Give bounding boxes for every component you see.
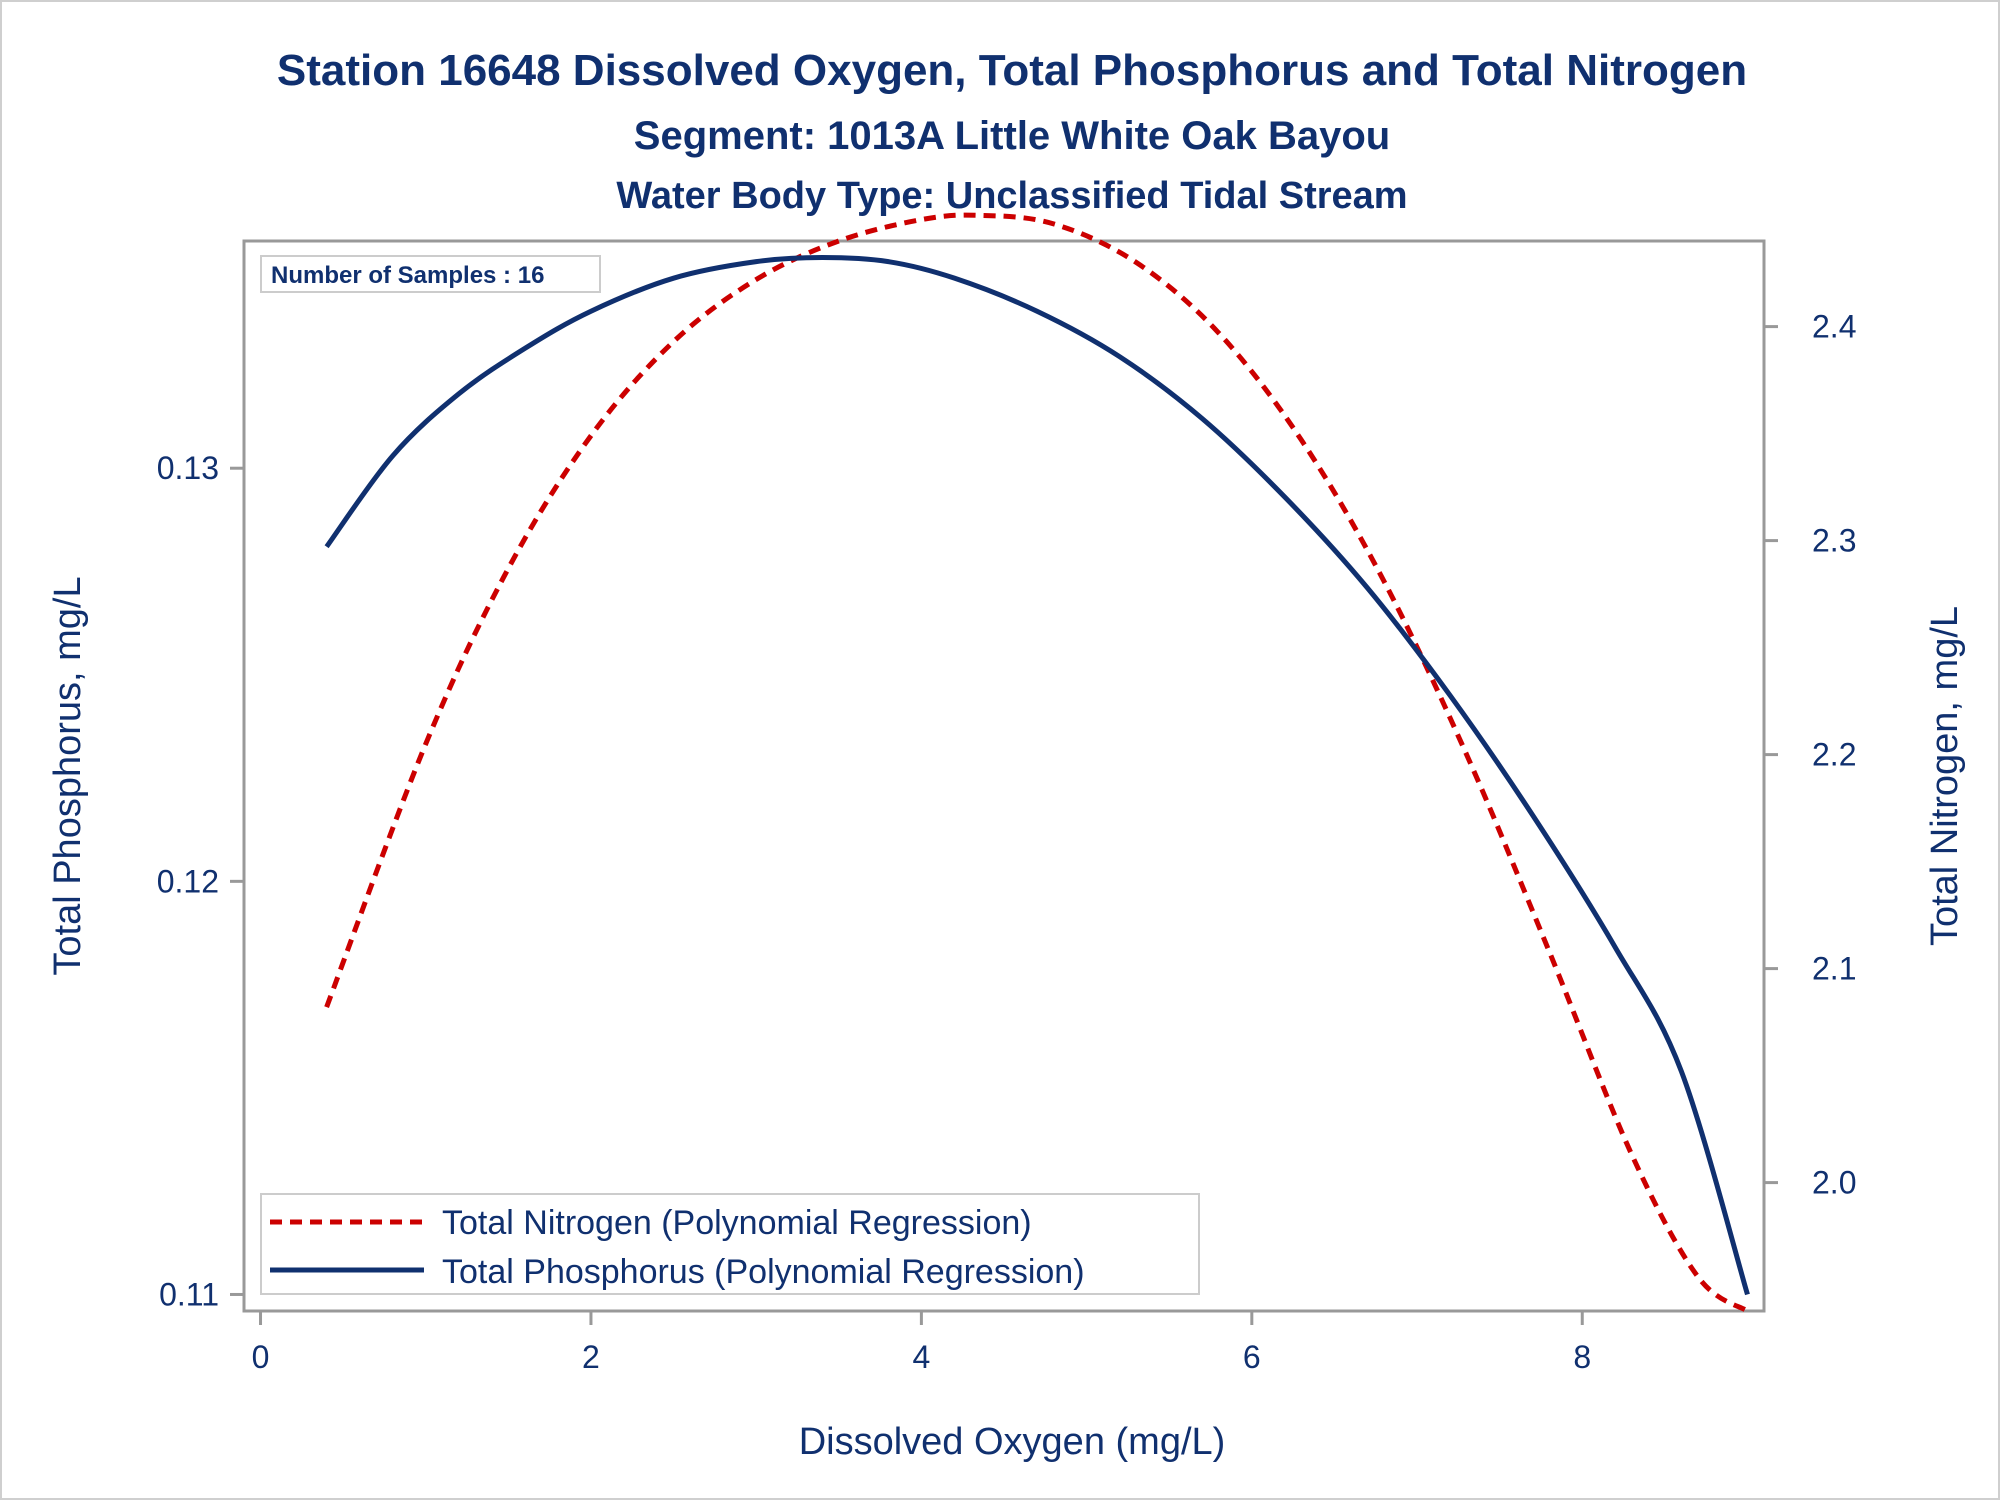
y-axis-right-label: Total Nitrogen, mg/L	[1924, 606, 1966, 946]
x-tick-label: 0	[252, 1339, 270, 1375]
legend-box	[260, 1193, 1200, 1295]
inset-box	[260, 255, 601, 293]
x-tick-label: 8	[1573, 1339, 1591, 1375]
series-line-phosphorus	[324, 255, 1750, 1296]
chart-title: Station 16648 Dissolved Oxygen, Total Ph…	[277, 46, 1747, 95]
chart-subtitle-waterbody: Water Body Type: Unclassified Tidal Stre…	[616, 175, 1407, 217]
y-left-tick-label: 0.12	[157, 863, 219, 899]
y-right-tick-label: 2.4	[1812, 309, 1856, 345]
chart-subtitle-segment: Segment: 1013A Little White Oak Bayou	[634, 114, 1390, 158]
axis-ticks: 0 2 4 6 8 0.11 0.12 0.13 2.0 2.1 2.2 2.3 2.4	[157, 309, 1857, 1375]
y-right-tick-label: 2.2	[1812, 737, 1856, 773]
series-line-nitrogen	[324, 212, 1749, 1314]
sample-count-text: Number of Samples : 16	[271, 262, 544, 289]
y-right-tick-label: 2.0	[1812, 1165, 1856, 1201]
x-tick-label: 6	[1243, 1339, 1261, 1375]
sample-count-inset: Number of Samples : 16	[260, 255, 601, 293]
legend-label-nitrogen: Total Nitrogen (Polynomial Regression)	[442, 1204, 1032, 1242]
y-left-tick-label: 0.11	[159, 1276, 219, 1312]
x-tick-label: 2	[582, 1339, 600, 1375]
y-axis-left-label: Total Phosphorus, mg/L	[47, 576, 89, 975]
plot-area	[242, 239, 1766, 1313]
x-tick-label: 4	[912, 1339, 930, 1375]
y-left-tick-label: 0.13	[157, 450, 219, 486]
legend: Total Nitrogen (Polynomial Regression) T…	[260, 1193, 1200, 1295]
y-right-tick-label: 2.1	[1812, 951, 1856, 987]
x-axis-label: Dissolved Oxygen (mg/L)	[799, 1421, 1226, 1463]
y-right-tick-label: 2.3	[1812, 523, 1856, 559]
series-lines	[324, 212, 1750, 1314]
legend-label-phosphorus: Total Phosphorus (Polynomial Regression)	[442, 1253, 1085, 1291]
